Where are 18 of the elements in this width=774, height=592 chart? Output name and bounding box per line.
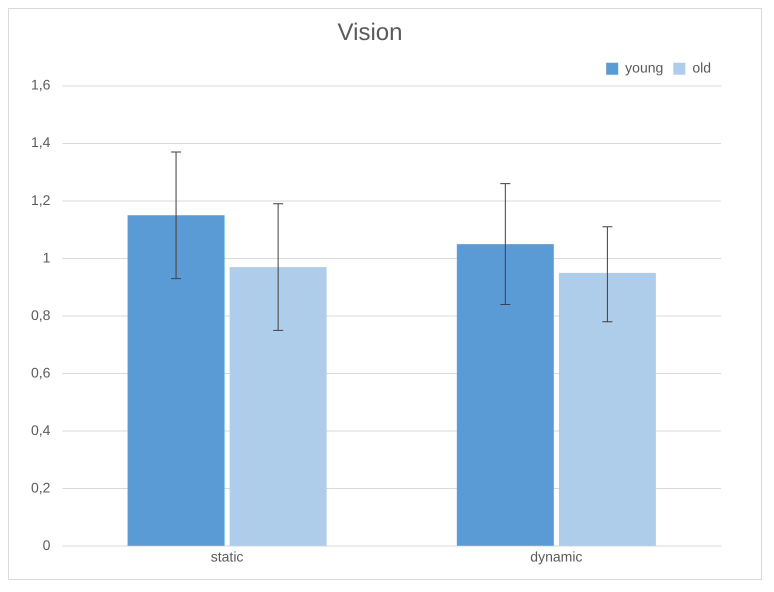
y-tick-label: 1,2 (30, 192, 51, 208)
bar (128, 215, 225, 546)
y-tick-label: 0,6 (30, 364, 51, 380)
x-tick-label: static (210, 548, 244, 564)
x-tick-label: dynamic (530, 548, 582, 564)
y-tick-label: 0,2 (30, 480, 51, 496)
y-tick-label: 1 (42, 249, 51, 266)
y-tick-label: 0 (42, 537, 51, 554)
chart-title: Vision (338, 19, 402, 46)
legend-label: young (625, 60, 664, 76)
y-tick-label: 0,8 (30, 306, 51, 323)
y-tick-label: 0,4 (30, 422, 51, 438)
bar (230, 267, 327, 546)
bar (456, 244, 554, 546)
y-tick-label: 1,4 (30, 134, 51, 150)
legend-label: old (692, 60, 712, 76)
y-tick-label: 1,6 (30, 76, 51, 93)
bar (558, 272, 656, 546)
